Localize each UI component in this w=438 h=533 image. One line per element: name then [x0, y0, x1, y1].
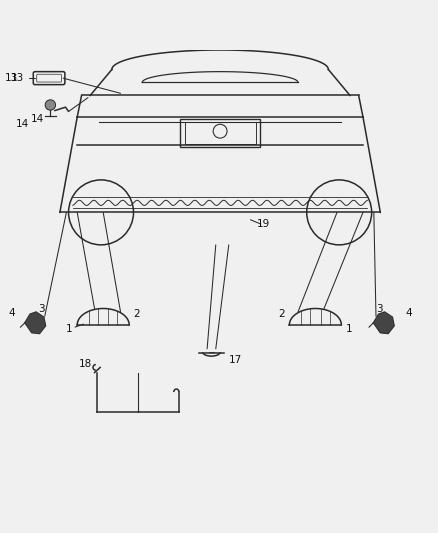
Text: 1: 1 — [66, 324, 73, 334]
Polygon shape — [25, 312, 46, 334]
Text: 14: 14 — [31, 114, 44, 124]
Bar — [180, 119, 260, 148]
Text: 13: 13 — [11, 73, 24, 83]
Text: 14: 14 — [15, 119, 29, 128]
Bar — [184, 122, 256, 144]
Text: 3: 3 — [38, 303, 45, 313]
Text: 3: 3 — [376, 303, 382, 313]
Text: 13: 13 — [4, 73, 18, 83]
Text: 2: 2 — [134, 309, 140, 319]
Text: 4: 4 — [9, 308, 15, 318]
Text: 18: 18 — [79, 359, 92, 369]
Text: 17: 17 — [229, 354, 242, 365]
Text: 2: 2 — [279, 309, 285, 319]
Text: 1: 1 — [346, 324, 352, 334]
Text: 4: 4 — [406, 308, 412, 318]
Text: 19: 19 — [257, 219, 270, 229]
Polygon shape — [373, 312, 394, 334]
Circle shape — [45, 100, 56, 110]
